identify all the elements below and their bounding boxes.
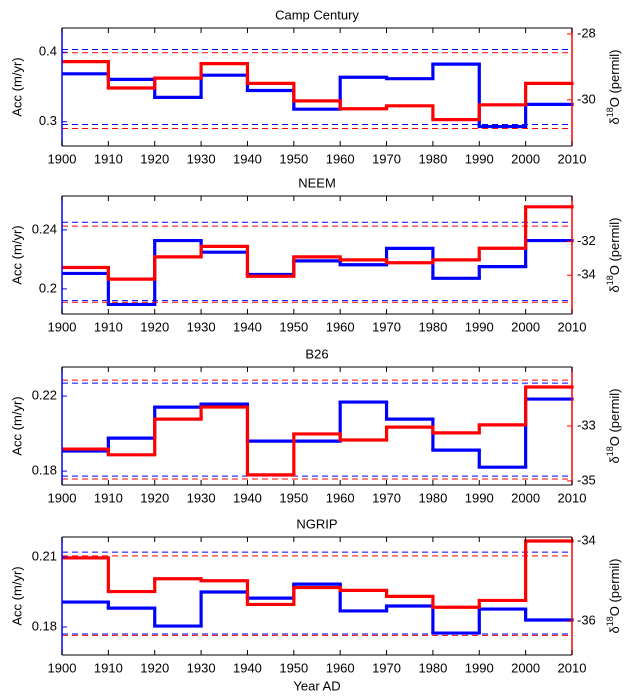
x-tick-label: 1980	[418, 660, 447, 675]
x-tick-label: 1950	[279, 151, 308, 166]
y-axis-label: Acc (m/yr)	[9, 57, 24, 116]
x-tick-label: 1910	[94, 490, 123, 505]
x-tick-label: 1990	[465, 660, 494, 675]
x-tick-label: 1940	[233, 319, 262, 334]
y2-axis-label-part: 18	[605, 616, 615, 626]
y2-axis-label-part: O (permil)	[607, 388, 622, 446]
x-tick-label: 2010	[558, 151, 587, 166]
panel: B26 1900 1910 1920 1930 1940 1950 1960 1970 1980 1…	[9, 346, 622, 505]
x-tick-label: 1910	[94, 660, 123, 675]
y2-axis-label-part: 18	[605, 107, 615, 117]
y2-tick-label: -34	[577, 532, 596, 547]
y2-axis-label: δ18O (permil)	[605, 217, 622, 292]
y2-axis-label: δ18O (permil)	[605, 558, 622, 633]
y2-axis-label: δ18O (permil)	[605, 388, 622, 463]
x-tick-label: 2000	[511, 660, 540, 675]
y-tick-label: 0.4	[39, 44, 57, 59]
x-tick-label: 2010	[558, 319, 587, 334]
panel-title: NEEM	[298, 175, 336, 190]
x-tick-label: 1930	[187, 151, 216, 166]
panel-title: NGRIP	[296, 516, 337, 531]
x-tick-label: 1940	[233, 660, 262, 675]
x-tick-label: 1910	[94, 151, 123, 166]
x-tick-label: 1900	[48, 151, 77, 166]
x-tick-label: 1900	[48, 490, 77, 505]
x-tick-label: 1970	[372, 319, 401, 334]
x-tick-label: 1950	[279, 319, 308, 334]
x-tick-label: 1970	[372, 660, 401, 675]
y2-axis-label-part: O (permil)	[607, 49, 622, 107]
x-tick-label: 1940	[233, 151, 262, 166]
panel-title: Camp Century	[275, 7, 359, 22]
x-tick-label: 2010	[558, 490, 587, 505]
x-tick-label: 1970	[372, 490, 401, 505]
y2-axis-label: δ18O (permil)	[605, 49, 622, 124]
y-tick-label: 0.21	[32, 548, 57, 563]
x-tick-label: 2000	[511, 151, 540, 166]
x-tick-label: 1960	[326, 319, 355, 334]
x-tick-label: 1990	[465, 490, 494, 505]
x-tick-label: 1910	[94, 319, 123, 334]
x-tick-label: 1960	[326, 490, 355, 505]
x-tick-label: 1940	[233, 490, 262, 505]
x-tick-label: 1900	[48, 319, 77, 334]
x-tick-label: 1920	[140, 660, 169, 675]
y2-axis-label-part: δ	[607, 285, 622, 292]
y-axis-label: Acc (m/yr)	[9, 396, 24, 455]
x-tick-label: 1960	[326, 660, 355, 675]
x-tick-label: 1930	[187, 660, 216, 675]
y2-tick-label: -33	[577, 417, 596, 432]
y-axis-label: Acc (m/yr)	[9, 225, 24, 284]
x-tick-label: 1970	[372, 151, 401, 166]
x-tick-label: 1990	[465, 319, 494, 334]
panel: NGRIP 1900 1910 1920 1930 1940 1950 1960 1970 198…	[9, 516, 622, 693]
y-tick-label: 0.24	[32, 221, 57, 236]
panel-title: B26	[305, 346, 328, 361]
x-tick-label: 1950	[279, 490, 308, 505]
y2-axis-label-part: O (permil)	[607, 217, 622, 275]
y2-axis-label-part: δ	[607, 626, 622, 633]
y2-tick-label: -30	[577, 91, 596, 106]
x-tick-label: 1920	[140, 151, 169, 166]
x-tick-label: 1980	[418, 151, 447, 166]
x-tick-label: 1990	[465, 151, 494, 166]
x-tick-label: 1920	[140, 490, 169, 505]
x-tick-label: 1930	[187, 490, 216, 505]
y-tick-label: 0.18	[32, 618, 57, 633]
y2-axis-label-part: δ	[607, 456, 622, 463]
panel: Camp Century 1900 1910 1920 1930 1940 1950 1960…	[9, 7, 622, 166]
y2-tick-label: -28	[577, 25, 596, 40]
x-axis-label: Year AD	[293, 678, 340, 693]
y2-axis-label-part: O (permil)	[607, 558, 622, 616]
y-tick-label: 0.18	[32, 463, 57, 478]
y-tick-label: 0.22	[32, 388, 57, 403]
x-tick-label: 1930	[187, 319, 216, 334]
x-tick-label: 2010	[558, 660, 587, 675]
y-axis-label: Acc (m/yr)	[9, 566, 24, 625]
y2-tick-label: -32	[577, 233, 596, 248]
y2-axis-label-part: δ	[607, 117, 622, 124]
x-tick-label: 1980	[418, 319, 447, 334]
x-tick-label: 1950	[279, 660, 308, 675]
x-tick-label: 2000	[511, 319, 540, 334]
y2-tick-label: -36	[577, 613, 596, 628]
x-tick-label: 1920	[140, 319, 169, 334]
y2-tick-label: -34	[577, 267, 596, 282]
y2-tick-label: -35	[577, 472, 596, 487]
y-tick-label: 0.3	[39, 113, 57, 128]
x-tick-label: 1980	[418, 490, 447, 505]
y2-axis-label-part: 18	[605, 275, 615, 285]
x-tick-label: 2000	[511, 490, 540, 505]
panel: NEEM 1900 1910 1920 1930 1940 1950 1960 1970 1980…	[9, 175, 622, 334]
y2-axis-label-part: 18	[605, 446, 615, 456]
y-tick-label: 0.2	[39, 280, 57, 295]
x-tick-label: 1900	[48, 660, 77, 675]
x-tick-label: 1960	[326, 151, 355, 166]
